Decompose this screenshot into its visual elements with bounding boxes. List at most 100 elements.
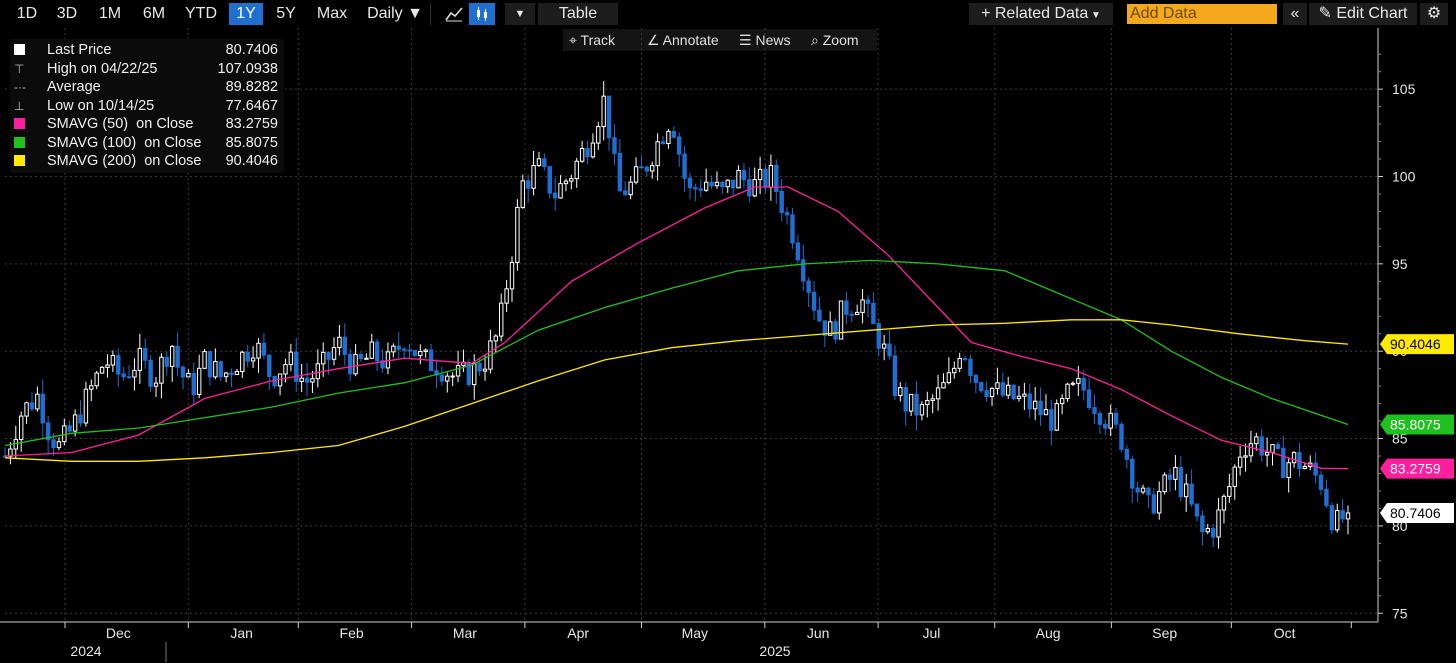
gear-icon[interactable]: ⚙ [1420,3,1448,25]
candle-body [1135,487,1140,493]
legend-name: Average [47,79,101,95]
candle-body [741,169,747,181]
legend-row: Last Price 80.7406 [14,41,280,59]
candle-body [747,179,752,197]
candlestick-icon[interactable] [469,3,495,25]
candle-body [979,382,984,392]
candle-body [725,179,730,188]
range-button-1m[interactable]: 1M [98,5,122,22]
candle-body [1194,503,1200,517]
range-button-1y[interactable]: 1Y [229,3,263,25]
candle-body [89,385,94,390]
candle-body [736,169,741,189]
track-button[interactable]: ⌖ Track [569,29,615,51]
candle-body [703,181,709,191]
chart-type-dropdown[interactable]: ▼ [505,3,535,25]
candle-body [272,375,277,387]
candle-body [72,414,78,432]
candle-body [1302,466,1308,470]
candle-body [682,153,687,179]
candle-body [56,441,62,449]
crosshair-icon: ⌖ [569,32,581,48]
x-tick-label: Jan [230,625,253,641]
range-button-1d[interactable]: 1D [16,5,38,22]
frequency-dropdown[interactable]: Daily ▼ [360,3,431,25]
legend-value: 107.0938 [217,60,278,77]
candle-body [666,130,671,145]
candle-body [213,361,218,378]
add-data-input[interactable]: Add Data [1127,4,1277,24]
candle-body [40,393,45,424]
candle-body [844,300,849,315]
table-button[interactable]: Table [538,3,618,25]
candle-body [817,309,822,322]
candle-body [558,183,563,199]
candle-body [126,376,132,379]
candle-body [186,372,191,378]
candle-body [455,365,461,377]
value-badge-bg [1380,458,1454,479]
candle-body [240,351,245,373]
x-tick-label: Jun [807,625,830,641]
candle-body [1006,384,1011,396]
range-button-max[interactable]: Max [316,5,348,22]
chevron-down-icon: ▼ [1088,10,1101,21]
zoom-button[interactable]: ⌕ Zoom [811,29,859,51]
annotate-button[interactable]: ∠ Annotate [647,29,719,51]
range-button-3d[interactable]: 3D [56,5,78,22]
candle-body [563,180,569,185]
legend-name: SMAVG (200) on Close [47,153,202,169]
x-tick-label: Sep [1152,625,1177,641]
candle-body [1167,474,1173,480]
line-chart-icon[interactable] [441,3,467,25]
range-button-6m[interactable]: 6M [142,5,166,22]
candle-body [1130,458,1135,489]
value-badge: 90.4046 [1380,334,1454,355]
edit-chart-button[interactable]: ✎ Edit Chart [1309,3,1417,25]
value-badge-bg [1380,334,1454,355]
legend-value: 83.2759 [225,116,278,132]
candle-body [159,356,164,384]
candle-body [1178,467,1184,498]
candle-body [1059,398,1065,405]
candle-body [509,261,515,290]
candle-body [423,349,428,352]
candle-body [1297,452,1302,470]
candle-body [828,321,833,336]
candle-body [450,375,455,378]
range-button-5y[interactable]: 5Y [276,5,296,22]
collapse-icon[interactable]: « [1283,3,1307,25]
range-button-ytd[interactable]: YTD [185,5,217,22]
candle-body [401,348,407,351]
candle-body [1329,505,1335,531]
legend-value: 77.6467 [225,97,278,114]
candle-body [876,323,881,349]
candle-body [385,351,391,369]
candle-body [871,302,876,325]
candle-body [132,369,137,378]
candle-body [1232,466,1237,488]
news-button[interactable]: ☰ News [739,29,790,51]
candle-body [1216,509,1221,538]
candle-body [698,188,703,191]
high-marker-icon: ⊤ [14,61,25,76]
candle-body [1000,382,1006,396]
candle-body [310,378,315,383]
candle-body [1275,444,1281,449]
candle-body [822,320,828,336]
related-data-button[interactable]: + Related Data ▼ [969,3,1113,25]
value-badge-label: 83.2759 [1390,461,1441,477]
candle-body [865,299,871,304]
candle-body [482,368,488,372]
candle-body [660,141,666,145]
candle-body [488,340,493,370]
candle-body [989,387,995,398]
sma-line [4,186,1349,470]
candle-body [935,387,941,400]
y-tick-label: 105 [1392,81,1416,97]
candle-body [1183,483,1189,498]
candle-body [180,366,186,378]
x-year-label: 2025 [759,643,790,659]
candle-body [579,148,585,162]
candle-body [369,341,374,359]
